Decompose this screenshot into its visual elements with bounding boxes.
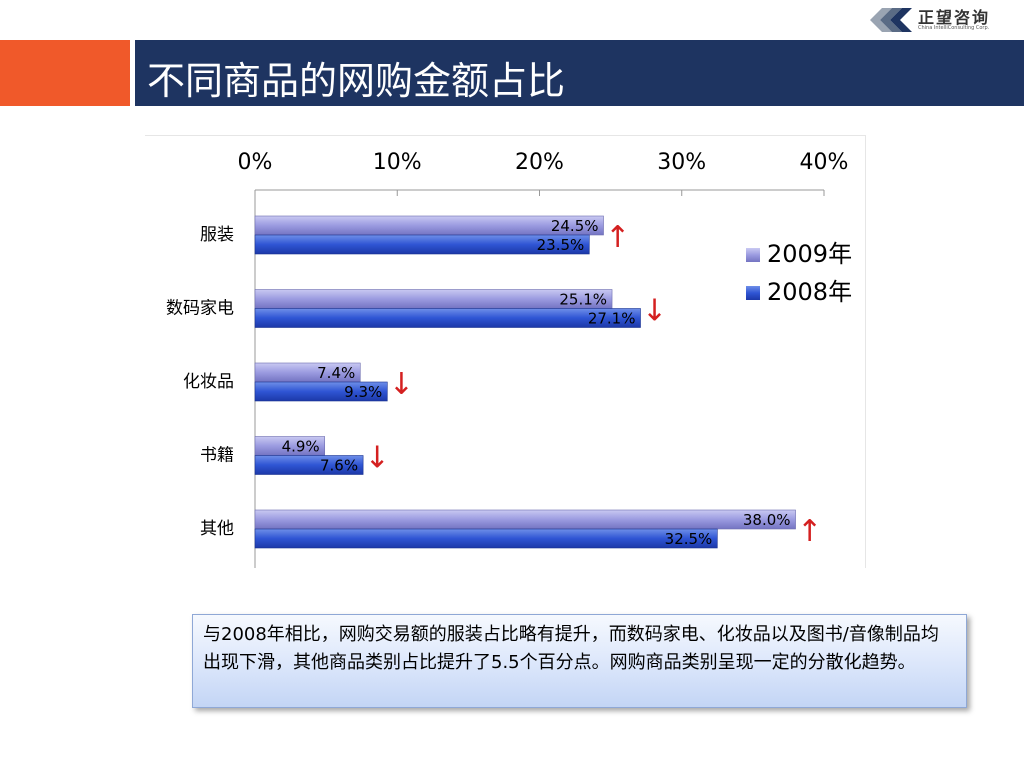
bar-2009 [254,509,796,530]
data-label-2008: 23.5% [537,236,585,254]
bar-2008 [254,455,364,475]
trend-down-arrow-icon: ↓ [642,294,667,329]
logo-chevron-icon [870,8,912,32]
data-label-2008: 27.1% [588,310,636,328]
bar-2008 [254,234,590,255]
bar-2008 [254,528,718,549]
category-label: 书籍 [200,446,234,466]
summary-note-box: 与2008年相比，网购交易额的服装占比略有提升，而数码家电、化妆品以及图书/音像… [192,614,967,708]
x-tick-label: 20% [515,150,564,175]
trend-down-arrow-icon: ↓ [389,367,414,402]
category-label: 其他 [200,519,234,539]
bar-2008 [254,381,388,402]
x-tick-label: 10% [373,150,422,175]
trend-up-arrow-icon: ↑ [797,514,822,549]
data-label-2009: 25.1% [559,291,607,309]
logo-text: 正望咨询 [918,8,991,27]
page-title: 不同商品的网购金额占比 [147,59,566,103]
category-label: 化妆品 [183,372,234,392]
summary-note-text: 与2008年相比，网购交易额的服装占比略有提升，而数码家电、化妆品以及图书/音像… [203,624,939,673]
category-label: 服装 [200,225,234,245]
title-accent-block [0,40,130,106]
trend-down-arrow-icon: ↓ [365,441,390,476]
data-label-2009: 4.9% [282,438,320,456]
data-label-2009: 38.0% [743,511,791,529]
data-label-2008: 9.3% [344,383,382,401]
trend-up-arrow-icon: ↑ [605,220,630,255]
x-tick-label: 30% [657,150,706,175]
data-label-2009: 24.5% [551,217,599,235]
x-tick-label: 40% [800,150,849,175]
title-bar: 不同商品的网购金额占比 [135,40,1024,106]
logo-subtext: China IntelliConsulting Corp. [918,25,990,31]
legend-label-2009: 2009年 [767,240,852,268]
legend-swatch-2009 [746,248,760,262]
company-logo: 正望咨询 China IntelliConsulting Corp. [868,4,1018,36]
legend-swatch-2008 [746,286,760,300]
x-tick-label: 0% [238,150,273,175]
bar-chart: 0% 10% 20% 30% 40% 服装 24.5%23.5% ↑ 数码家电 25.1%27.1… [166,150,852,568]
data-label-2008: 32.5% [665,530,713,548]
category-label: 数码家电 [166,299,234,319]
data-label-2009: 7.4% [317,364,355,382]
legend-label-2008: 2008年 [767,278,852,306]
data-label-2008: 7.6% [320,457,358,475]
bar-2008 [254,308,641,328]
chart-container: 0% 10% 20% 30% 40% 服装 24.5% 23.5% ↑ 数码家电 25.1% 27.1… [145,135,866,568]
